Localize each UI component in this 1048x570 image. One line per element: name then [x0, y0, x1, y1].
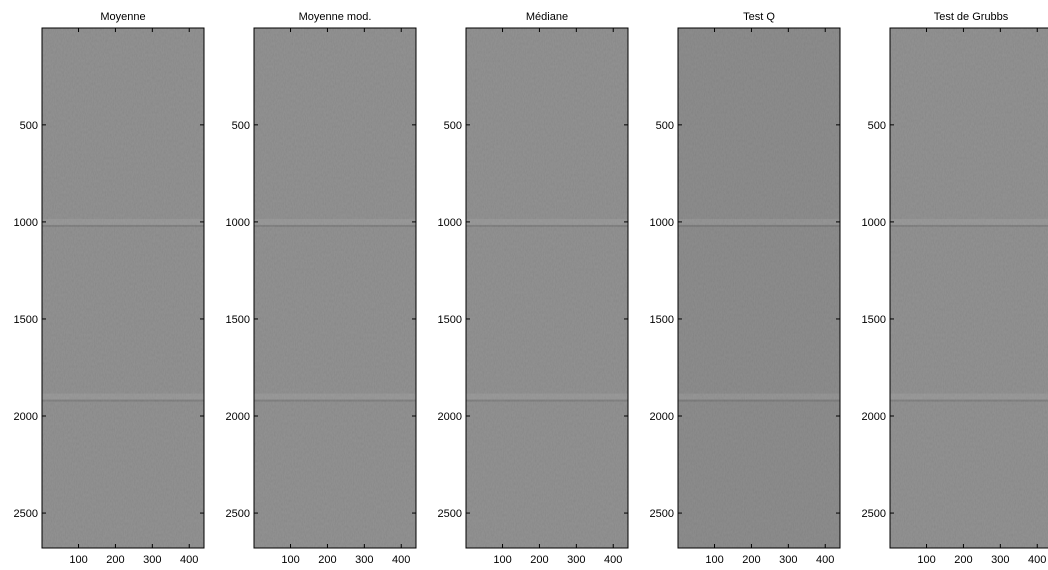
- horizontal-band: [466, 393, 628, 400]
- horizontal-band: [254, 393, 416, 400]
- subplot-4: Test Q 500 1000 1500 2000 2500 100 200 300 400: [650, 11, 841, 566]
- horizontal-band: [42, 224, 204, 227]
- x-tick-label: 300: [567, 554, 585, 566]
- subplot-title: Médiane: [526, 11, 568, 23]
- x-tick-label: 200: [318, 554, 336, 566]
- y-tick-label: 2500: [650, 508, 674, 520]
- horizontal-band: [466, 224, 628, 227]
- x-tick-label: 300: [779, 554, 797, 566]
- y-tick-label: 1000: [226, 217, 250, 229]
- horizontal-band: [890, 224, 1048, 227]
- y-tick-label: 2000: [438, 411, 462, 423]
- y-tick-label: 1500: [438, 314, 462, 326]
- subplot-1: Moyenne 500 1000 1500 2000 2500 100 200 300 400: [14, 11, 205, 566]
- horizontal-band: [254, 224, 416, 227]
- y-tick-label: 500: [444, 120, 462, 132]
- heatmap-texture: [42, 28, 204, 548]
- x-tick-label: 100: [917, 554, 935, 566]
- horizontal-band: [254, 399, 416, 402]
- axes-frame: [677, 27, 841, 549]
- x-tick-label: 200: [742, 554, 760, 566]
- y-tick-label: 2000: [14, 411, 38, 423]
- x-tick-label: 200: [530, 554, 548, 566]
- y-tick-label: 2000: [226, 411, 250, 423]
- y-tick-label: 1500: [650, 314, 674, 326]
- horizontal-band: [42, 399, 204, 402]
- y-tick-label: 2500: [862, 508, 886, 520]
- y-tick-label: 500: [656, 120, 674, 132]
- y-tick-label: 2000: [862, 411, 886, 423]
- x-tick-label: 100: [493, 554, 511, 566]
- horizontal-band: [42, 393, 204, 400]
- x-tick-label: 300: [991, 554, 1009, 566]
- horizontal-band: [466, 399, 628, 402]
- y-tick-label: 2500: [226, 508, 250, 520]
- y-tick-label: 500: [232, 120, 250, 132]
- x-tick-label: 400: [816, 554, 834, 566]
- horizontal-band: [890, 399, 1048, 402]
- y-tick-label: 1500: [862, 314, 886, 326]
- heatmap-texture: [254, 28, 416, 548]
- subplot-title: Test Q: [743, 11, 775, 23]
- x-tick-label: 100: [69, 554, 87, 566]
- x-tick-label: 300: [143, 554, 161, 566]
- horizontal-band: [42, 218, 204, 225]
- x-tick-label: 200: [954, 554, 972, 566]
- y-tick-label: 1000: [438, 217, 462, 229]
- x-tick-label: 400: [180, 554, 198, 566]
- heatmap-texture: [890, 28, 1048, 548]
- y-tick-label: 500: [868, 120, 886, 132]
- y-tick-label: 1000: [862, 217, 886, 229]
- y-tick-label: 2500: [14, 508, 38, 520]
- subplot-5: Test de Grubbs 500 1000 1500 2000 2500 100 200 3…: [862, 11, 1048, 566]
- horizontal-band: [678, 393, 840, 400]
- x-tick-label: 400: [392, 554, 410, 566]
- axes-frame: [465, 27, 629, 549]
- y-tick-label: 2500: [438, 508, 462, 520]
- y-tick-label: 500: [20, 120, 38, 132]
- subplot-3: Médiane 500 1000 1500 2000 2500 100 200 300 400: [438, 11, 629, 566]
- horizontal-band: [678, 399, 840, 402]
- y-tick-label: 1000: [650, 217, 674, 229]
- axes-frame: [41, 27, 205, 549]
- y-tick-label: 1500: [14, 314, 38, 326]
- horizontal-band: [890, 218, 1048, 225]
- horizontal-band: [466, 218, 628, 225]
- y-tick-label: 1000: [14, 217, 38, 229]
- y-tick-label: 1500: [226, 314, 250, 326]
- subplot-title: Moyenne mod.: [299, 11, 372, 23]
- horizontal-band: [890, 393, 1048, 400]
- y-tick-label: 2000: [650, 411, 674, 423]
- subplot-title: Test de Grubbs: [934, 11, 1009, 23]
- x-tick-label: 400: [604, 554, 622, 566]
- x-tick-label: 100: [705, 554, 723, 566]
- x-tick-label: 100: [281, 554, 299, 566]
- horizontal-band: [678, 218, 840, 225]
- heatmap-texture: [678, 28, 840, 548]
- axes-frame: [253, 27, 417, 549]
- subplot-2: Moyenne mod. 500 1000 1500 2000 2500 100 200 300…: [226, 11, 417, 566]
- x-tick-label: 400: [1028, 554, 1046, 566]
- x-tick-label: 200: [106, 554, 124, 566]
- horizontal-band: [678, 224, 840, 227]
- x-tick-label: 300: [355, 554, 373, 566]
- heatmap-texture: [466, 28, 628, 548]
- horizontal-band: [254, 218, 416, 225]
- subplot-title: Moyenne: [100, 11, 145, 23]
- axes-frame: [889, 27, 1048, 549]
